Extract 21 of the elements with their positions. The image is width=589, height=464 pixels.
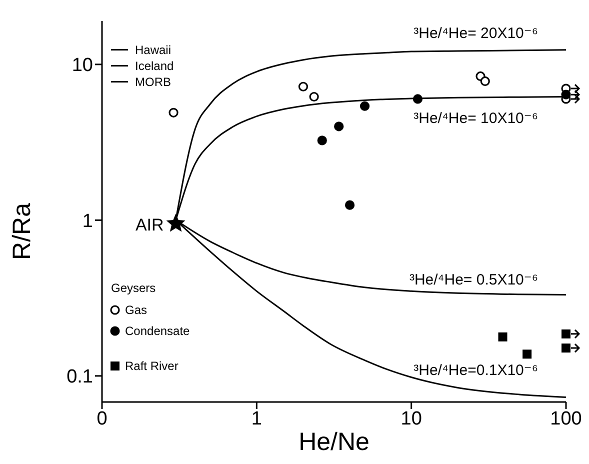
series-label: ³He/⁴He= 20X10⁻⁶ <box>414 24 538 42</box>
x-tick-label: 1 <box>251 408 262 430</box>
y-tick-label: 0.1 <box>66 366 93 388</box>
x-tick-label: 100 <box>550 408 582 430</box>
x-tick-label: 0 <box>96 408 108 430</box>
legend-title: Geysers <box>111 281 156 295</box>
x-axis-title: He/Ne <box>298 428 370 456</box>
y-tick-label: 10 <box>72 55 93 76</box>
y-tick-label: 1 <box>82 210 93 232</box>
x-tick-label: 10 <box>400 408 422 430</box>
annotation: Hawaii <box>135 43 172 57</box>
series-label: ³He/⁴He= 0.5X10⁻⁶ <box>409 272 538 289</box>
series-label: ³He/⁴He=0.1X10⁻⁶ <box>414 362 538 380</box>
series-label: AIR <box>135 216 164 235</box>
y-axis-title: R/Ra <box>8 202 36 260</box>
legend-label: Condensate <box>125 324 190 338</box>
legend-label: Gas <box>125 303 148 317</box>
legend-label: Raft River <box>125 359 178 373</box>
annotation: Iceland <box>135 59 174 73</box>
series-label: ³He/⁴He= 10X10⁻⁶ <box>414 110 538 127</box>
annotation: MORB <box>135 75 171 89</box>
